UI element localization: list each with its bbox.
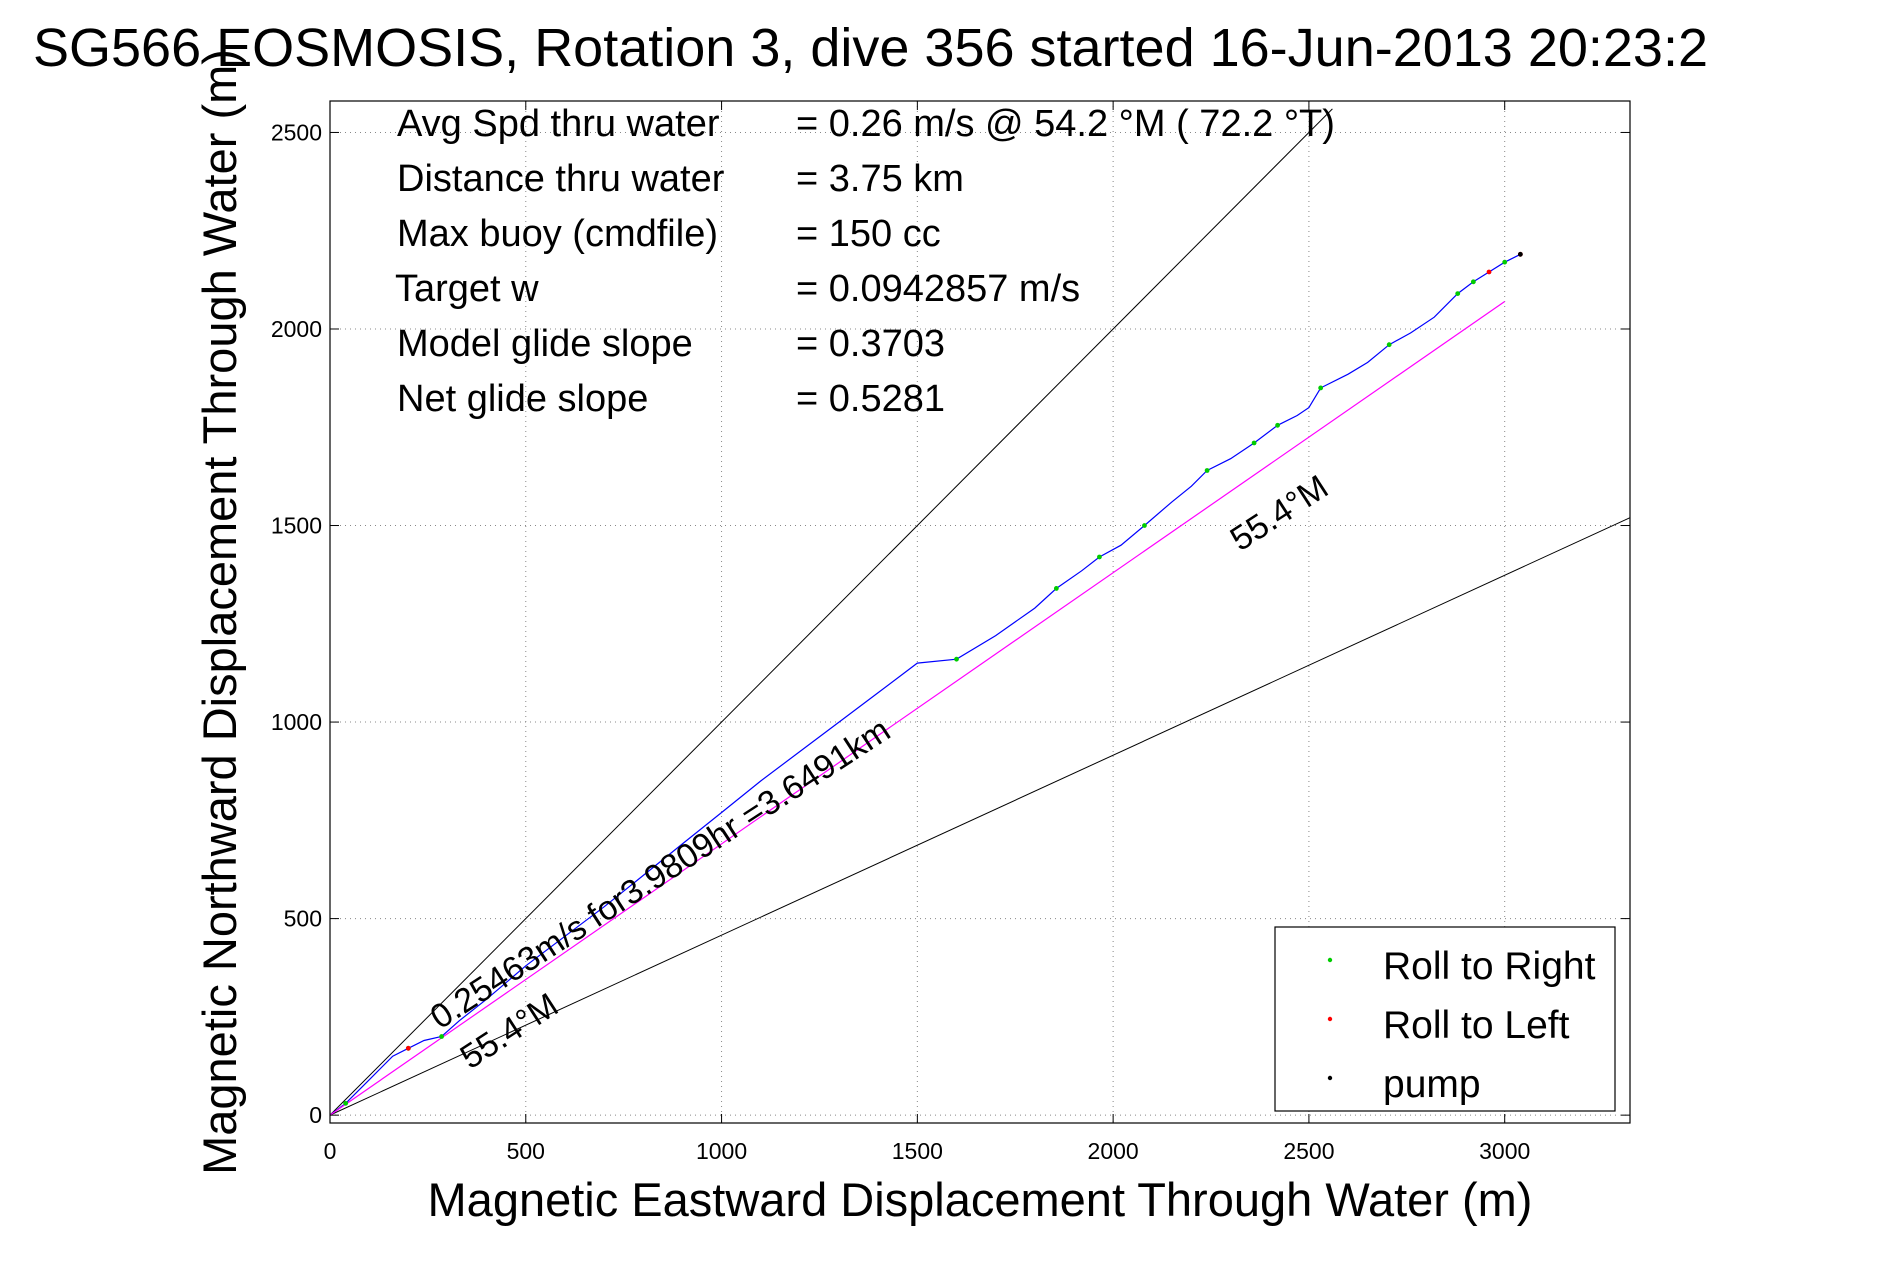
info-label-target-w: Target w xyxy=(395,268,539,310)
heading-reference-line xyxy=(329,517,1631,1116)
roll-left-marker xyxy=(405,1045,411,1051)
info-value-model-glide-slope: = 0.3703 xyxy=(796,323,945,365)
legend-label-roll-right: Roll to Right xyxy=(1383,945,1596,988)
roll-right-marker xyxy=(1502,259,1508,265)
x-tick-label: 2500 xyxy=(1283,1138,1334,1164)
roll-right-marker xyxy=(1318,385,1324,391)
roll-right-marker xyxy=(1097,554,1102,560)
y-tick-label: 2500 xyxy=(271,119,322,145)
glide-fit-line xyxy=(329,301,1506,1116)
info-block: Avg Spd thru water = 0.26 m/s @ 54.2 °M … xyxy=(395,103,1335,420)
y-tick-label: 500 xyxy=(284,906,322,932)
y-tick-label: 0 xyxy=(309,1102,322,1128)
legend-marker-roll-left xyxy=(1327,1016,1333,1022)
x-tick-label: 3000 xyxy=(1479,1138,1530,1164)
roll-right-marker xyxy=(1386,342,1392,348)
plot-frame xyxy=(329,100,1631,1124)
info-value-net-glide-slope: = 0.5281 xyxy=(796,378,945,420)
y-tick-label: 1000 xyxy=(271,709,322,735)
y-axis-label: Magnetic Northward Displacement Through … xyxy=(193,49,246,1175)
roll-right-marker xyxy=(1251,440,1257,446)
legend: Roll to Right Roll to Left pump xyxy=(1274,926,1616,1112)
info-value-distance: = 3.75 km xyxy=(796,158,964,200)
chart-title: SG566 EOSMOSIS, Rotation 3, dive 356 sta… xyxy=(33,18,1708,78)
info-value-max-buoy: = 150 cc xyxy=(796,213,941,255)
roll-left-marker xyxy=(1486,269,1492,275)
roll-right-marker xyxy=(1470,279,1476,285)
legend-marker-pump xyxy=(1327,1075,1333,1081)
x-tick-label: 1000 xyxy=(696,1138,747,1164)
roll-right-marker xyxy=(439,1034,444,1039)
roll-right-marker xyxy=(343,1100,349,1106)
info-label-model-glide-slope: Model glide slope xyxy=(397,323,693,365)
y-tick-label: 2000 xyxy=(271,316,322,342)
x-axis-ticks: 0 500 1000 1500 2000 2500 3000 xyxy=(324,101,1530,1164)
x-tick-label: 0 xyxy=(324,1138,337,1164)
roll-right-marker xyxy=(1053,586,1059,591)
reference-lines xyxy=(329,108,1631,1116)
marker-layer xyxy=(343,251,1523,1106)
x-tick-label: 1500 xyxy=(892,1138,943,1164)
roll-right-marker xyxy=(1455,291,1461,297)
y-axis-ticks: 0 500 1000 1500 2000 2500 xyxy=(271,119,1630,1128)
heading-reference-line xyxy=(329,108,1333,1116)
info-label-avg-speed: Avg Spd thru water xyxy=(397,103,720,145)
roll-right-marker xyxy=(1275,422,1280,428)
x-tick-label: 500 xyxy=(507,1138,545,1164)
legend-label-pump: pump xyxy=(1383,1063,1481,1106)
info-value-avg-speed: = 0.26 m/s @ 54.2 °M ( 72.2 °T) xyxy=(796,103,1335,145)
x-axis-label: Magnetic Eastward Displacement Through W… xyxy=(428,1173,1533,1226)
info-label-net-glide-slope: Net glide slope xyxy=(397,378,648,420)
info-label-distance: Distance thru water xyxy=(397,158,725,200)
pump-marker xyxy=(1517,251,1523,257)
info-label-max-buoy: Max buoy (cmdfile) xyxy=(397,213,718,255)
x-tick-label: 2000 xyxy=(1088,1138,1139,1164)
roll-right-marker xyxy=(954,656,959,662)
legend-marker-roll-right xyxy=(1327,957,1333,963)
info-value-target-w: = 0.0942857 m/s xyxy=(796,268,1080,310)
legend-label-roll-left: Roll to Left xyxy=(1383,1004,1570,1047)
roll-right-marker xyxy=(1204,468,1210,473)
y-tick-label: 1500 xyxy=(271,513,322,539)
roll-right-marker xyxy=(1142,523,1147,528)
